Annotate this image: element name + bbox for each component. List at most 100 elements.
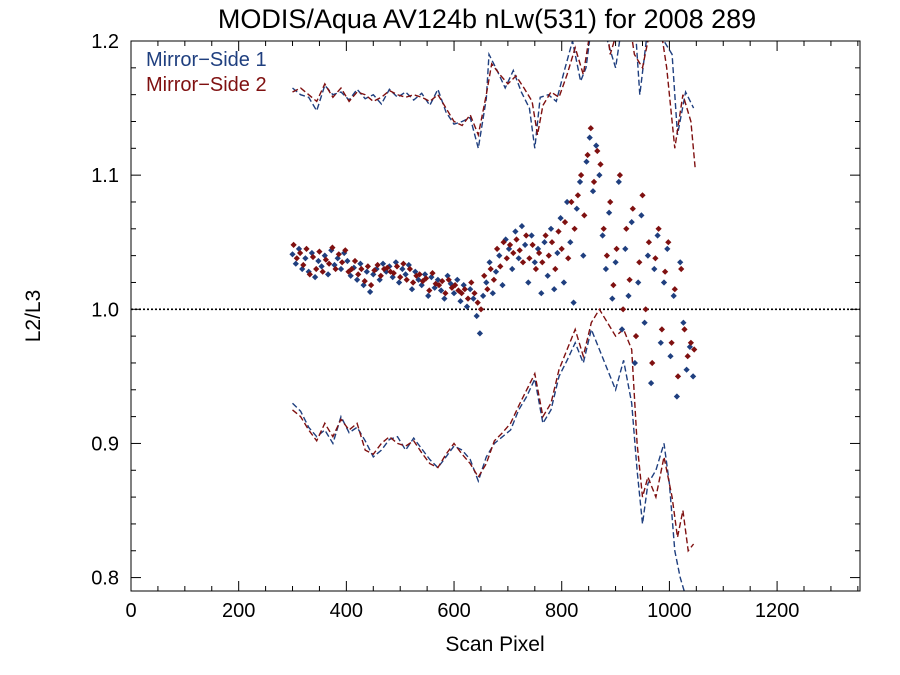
data-point-series-1 (567, 239, 574, 246)
data-point-series-1 (557, 214, 564, 222)
data-point-series-2 (335, 251, 342, 258)
data-point-series-2 (594, 147, 601, 155)
data-point-series-1 (641, 319, 648, 326)
data-point-series-2 (406, 265, 414, 273)
data-point-series-2 (626, 276, 633, 283)
data-point-series-1 (479, 292, 487, 300)
data-point-series-2 (687, 339, 695, 346)
data-point-series-2 (442, 290, 449, 297)
data-point-series-1 (525, 279, 532, 286)
envelope-lower-line-series-1 (292, 327, 685, 591)
plot-area (289, 41, 698, 591)
x-tick-label: 1000 (647, 600, 692, 622)
data-point-series-1 (499, 281, 506, 289)
data-point-series-1 (408, 286, 416, 293)
data-point-series-1 (289, 251, 296, 258)
data-point-series-1 (651, 265, 658, 273)
data-point-series-2 (471, 290, 478, 297)
data-point-series-2 (558, 245, 565, 253)
data-point-series-2 (364, 263, 372, 270)
data-point-series-1 (292, 260, 299, 267)
envelope-lower-line-series-2 (292, 307, 695, 553)
data-point-series-2 (552, 265, 559, 273)
data-point-series-1 (402, 271, 409, 278)
data-point-series-2 (403, 276, 410, 283)
data-point-series-1 (544, 272, 551, 279)
data-point-series-2 (416, 271, 423, 278)
data-point-series-1 (622, 245, 629, 253)
data-point-series-2 (374, 261, 381, 269)
data-point-series-2 (384, 264, 391, 271)
data-point-series-2 (639, 192, 646, 199)
data-point-series-1 (425, 292, 432, 300)
x-tick-label: 0 (125, 600, 136, 622)
data-point-series-1 (470, 295, 477, 302)
data-point-series-1 (528, 232, 535, 239)
data-point-series-1 (596, 171, 603, 179)
data-point-series-2 (464, 295, 472, 302)
data-point-series-1 (531, 259, 538, 266)
data-point-series-1 (347, 272, 354, 279)
data-point-series-2 (497, 263, 504, 270)
data-point-series-2 (393, 263, 401, 270)
data-point-series-2 (577, 171, 585, 179)
data-point-series-1 (489, 290, 496, 297)
data-point-series-2 (574, 192, 582, 199)
data-point-series-1 (395, 279, 403, 286)
data-point-series-2 (590, 178, 598, 186)
data-point-series-2 (397, 273, 404, 281)
data-point-series-1 (353, 276, 361, 283)
data-point-series-2 (665, 239, 672, 246)
data-point-series-2 (429, 269, 436, 277)
data-point-series-2 (516, 247, 523, 254)
data-point-series-1 (660, 279, 668, 286)
data-point-series-2 (613, 245, 620, 253)
data-point-series-1 (363, 268, 370, 275)
data-point-series-1 (515, 255, 522, 262)
data-point-series-1 (573, 205, 580, 212)
data-point-series-2 (439, 277, 446, 285)
data-point-series-1 (586, 134, 593, 141)
data-point-series-2 (481, 272, 488, 279)
data-point-series-2 (468, 279, 475, 286)
data-point-series-2 (681, 326, 688, 333)
data-point-series-1 (677, 259, 684, 266)
data-point-series-2 (290, 241, 297, 249)
data-point-series-2 (658, 326, 666, 333)
data-point-series-1 (399, 265, 406, 273)
data-point-series-2 (610, 281, 617, 289)
data-point-series-1 (441, 295, 448, 302)
data-point-series-1 (467, 286, 474, 293)
data-point-series-2 (316, 248, 323, 255)
y-tick-label: 1.1 (91, 165, 119, 187)
data-point-series-2 (529, 241, 536, 249)
data-point-series-2 (561, 218, 569, 226)
data-point-series-2 (642, 306, 649, 313)
data-point-series-2 (451, 281, 459, 289)
data-point-series-1 (547, 225, 555, 232)
data-point-series-1 (463, 303, 471, 310)
data-point-series-2 (542, 232, 549, 239)
data-point-series-2 (674, 373, 682, 380)
data-point-series-1 (315, 257, 322, 265)
data-point-series-2 (623, 225, 630, 232)
data-point-series-1 (602, 265, 610, 273)
data-point-series-1 (670, 292, 677, 300)
data-point-series-1 (570, 299, 577, 306)
data-point-series-2 (293, 255, 300, 262)
data-point-series-1 (492, 268, 500, 275)
data-point-series-2 (581, 212, 588, 219)
data-point-series-1 (580, 252, 587, 259)
legend-label-series-2: Mirror−Side 2 (146, 74, 267, 96)
data-point-series-2 (526, 255, 533, 262)
data-point-series-2 (532, 265, 540, 273)
data-point-series-2 (426, 287, 433, 294)
data-point-series-1 (541, 239, 548, 246)
data-point-series-1 (554, 249, 561, 257)
data-point-series-2 (400, 260, 407, 267)
data-point-series-2 (361, 277, 368, 285)
data-point-series-1 (318, 263, 325, 270)
data-point-series-2 (616, 171, 624, 179)
data-point-series-1 (605, 209, 613, 216)
data-point-series-1 (599, 232, 606, 239)
